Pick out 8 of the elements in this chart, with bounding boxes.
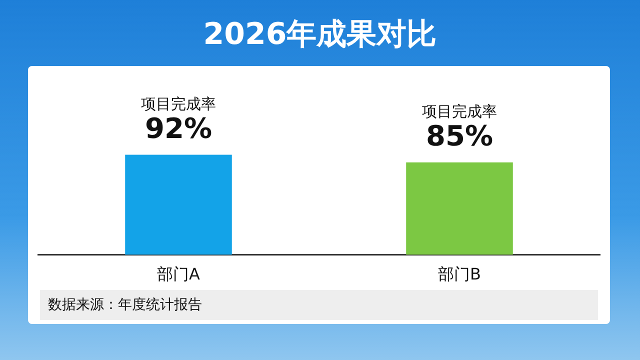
x-tick-label: 部门A — [157, 264, 200, 284]
data-label: 92% — [144, 112, 212, 145]
annotation: 项目完成率 — [422, 102, 497, 121]
data-label: 85% — [426, 120, 494, 153]
annotation: 项目完成率 — [141, 95, 216, 114]
x-tick-label: 部门B — [438, 264, 481, 284]
chart-title: 2026年成果对比 — [202, 16, 438, 54]
source-note: 数据来源：年度统计报告 — [40, 290, 598, 320]
